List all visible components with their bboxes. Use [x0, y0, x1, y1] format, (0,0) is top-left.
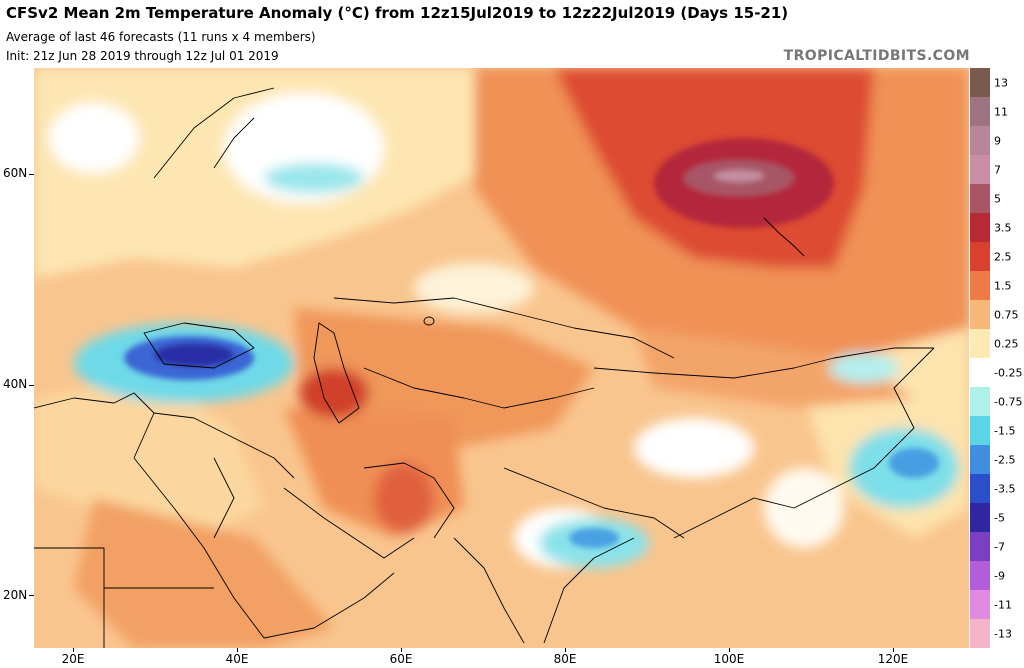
coastline-arabia-south: [263, 572, 395, 639]
legend-swatch: [970, 68, 990, 97]
legend-label: 3.5: [994, 221, 1012, 234]
legend-swatch: [970, 300, 990, 329]
coastline-persian-gulf: [283, 487, 415, 559]
anomaly-region-afghanistan-red: [374, 463, 434, 533]
border-middle-east: [153, 412, 295, 539]
anomaly-region-west-siberia-white: [414, 263, 534, 313]
anomaly-region-saudi-orange: [74, 498, 334, 648]
legend-swatch: [970, 97, 990, 126]
lake-baikal: [763, 217, 805, 257]
border-africa: [34, 547, 214, 648]
legend-label: -0.75: [994, 395, 1023, 408]
lat-label-40n: 40N: [3, 377, 28, 391]
coastline-red-sea: [133, 457, 265, 639]
temperature-anomaly-map: [34, 68, 969, 648]
lat-tick-20n: [29, 595, 34, 596]
coastline-caspian: [313, 322, 360, 424]
coastline-black-sea: [143, 322, 255, 369]
legend-label: -1.5: [994, 424, 1016, 437]
legend-label: 1.5: [994, 279, 1012, 292]
border-russia-kazakhstan: [333, 297, 675, 359]
legend-swatch: [970, 271, 990, 300]
legend-label: 11: [994, 105, 1008, 118]
map-subtitle-init: Init: 21z Jun 28 2019 through 12z Jul 01…: [6, 49, 279, 63]
legend-label: 0.25: [994, 337, 1019, 350]
legend-swatch: [970, 619, 990, 648]
border-china-mongolia: [593, 347, 934, 379]
lon-label-60e: 60E: [389, 652, 413, 666]
coastline-india: [453, 537, 635, 644]
legend-swatch: [970, 561, 990, 590]
legend-label: -0.25: [994, 366, 1023, 379]
legend-swatch: [970, 532, 990, 561]
anomaly-core-bengal-blue: [569, 528, 619, 548]
anomaly-core-siberia-pink: [714, 170, 764, 182]
legend-swatch: [970, 126, 990, 155]
anomaly-region-baltic-cyan: [264, 163, 364, 193]
anomaly-region-mongolia-orange: [634, 328, 914, 408]
border-central-asia: [363, 367, 595, 409]
anomaly-region-western-europe-white: [49, 103, 139, 173]
legend-label: -7: [994, 540, 1005, 553]
map-title: CFSv2 Mean 2m Temperature Anomaly (°C) f…: [6, 4, 789, 22]
lat-label-20n: 20N: [3, 588, 28, 602]
legend-label: 5: [994, 192, 1001, 205]
legend-swatch: [970, 387, 990, 416]
legend-swatch: [970, 155, 990, 184]
lat-label-60n: 60N: [3, 166, 28, 180]
legend-swatch: [970, 445, 990, 474]
anomaly-region-yellow-sea-cyan: [829, 353, 899, 383]
lon-tick-80e: [565, 648, 566, 652]
legend-label: 13: [994, 76, 1008, 89]
lon-label-120e: 120E: [877, 652, 909, 666]
legend-swatch: [970, 213, 990, 242]
lon-tick-60e: [401, 648, 402, 652]
anomaly-region-arabia-light: [34, 378, 264, 538]
border-iran-afghanistan: [363, 462, 455, 539]
lon-label-20e: 20E: [61, 652, 85, 666]
legend-label: -13: [994, 627, 1012, 640]
lon-tick-120e: [893, 648, 894, 652]
coastline-scandinavia: [153, 87, 275, 179]
lat-tick-60n: [29, 174, 34, 175]
legend-label: 2.5: [994, 250, 1012, 263]
map-subtitle-forecasts: Average of last 46 forecasts (11 runs x …: [6, 30, 316, 44]
legend-label: -2.5: [994, 453, 1016, 466]
anomaly-region-tibet-white: [634, 418, 754, 478]
legend-label: -11: [994, 598, 1012, 611]
lon-label-80e: 80E: [553, 652, 577, 666]
legend-swatch: [970, 184, 990, 213]
lat-tick-40n: [29, 385, 34, 386]
anomaly-core-south-china-blue: [889, 448, 939, 478]
legend-swatch: [970, 416, 990, 445]
lon-tick-40e: [237, 648, 238, 652]
legend-swatch: [970, 329, 990, 358]
lon-tick-20e: [73, 648, 74, 652]
legend-label: 9: [994, 134, 1001, 147]
coastline-east-asia: [673, 347, 935, 539]
legend-label: -5: [994, 511, 1005, 524]
coastline-mediterranean: [34, 392, 155, 459]
legend-swatch: [970, 503, 990, 532]
lon-label-40e: 40E: [225, 652, 249, 666]
legend-label: -3.5: [994, 482, 1016, 495]
border-himalaya: [503, 467, 685, 539]
anomaly-core-balkans-darkblue: [154, 343, 234, 367]
anomaly-region-china-white: [764, 468, 844, 548]
watermark: TROPICALTIDBITS.COM: [783, 48, 970, 64]
lon-label-100e: 100E: [713, 652, 745, 666]
lon-tick-100e: [729, 648, 730, 652]
legend-swatch: [970, 474, 990, 503]
lake-balkhash: [423, 316, 435, 326]
legend-swatch: [970, 242, 990, 271]
color-scale-legend: [970, 68, 990, 648]
legend-label: 0.75: [994, 308, 1019, 321]
anomaly-region-caspian-red: [299, 368, 369, 418]
legend-swatch: [970, 590, 990, 619]
legend-label: -9: [994, 569, 1005, 582]
legend-swatch: [970, 358, 990, 387]
legend-label: 7: [994, 163, 1001, 176]
